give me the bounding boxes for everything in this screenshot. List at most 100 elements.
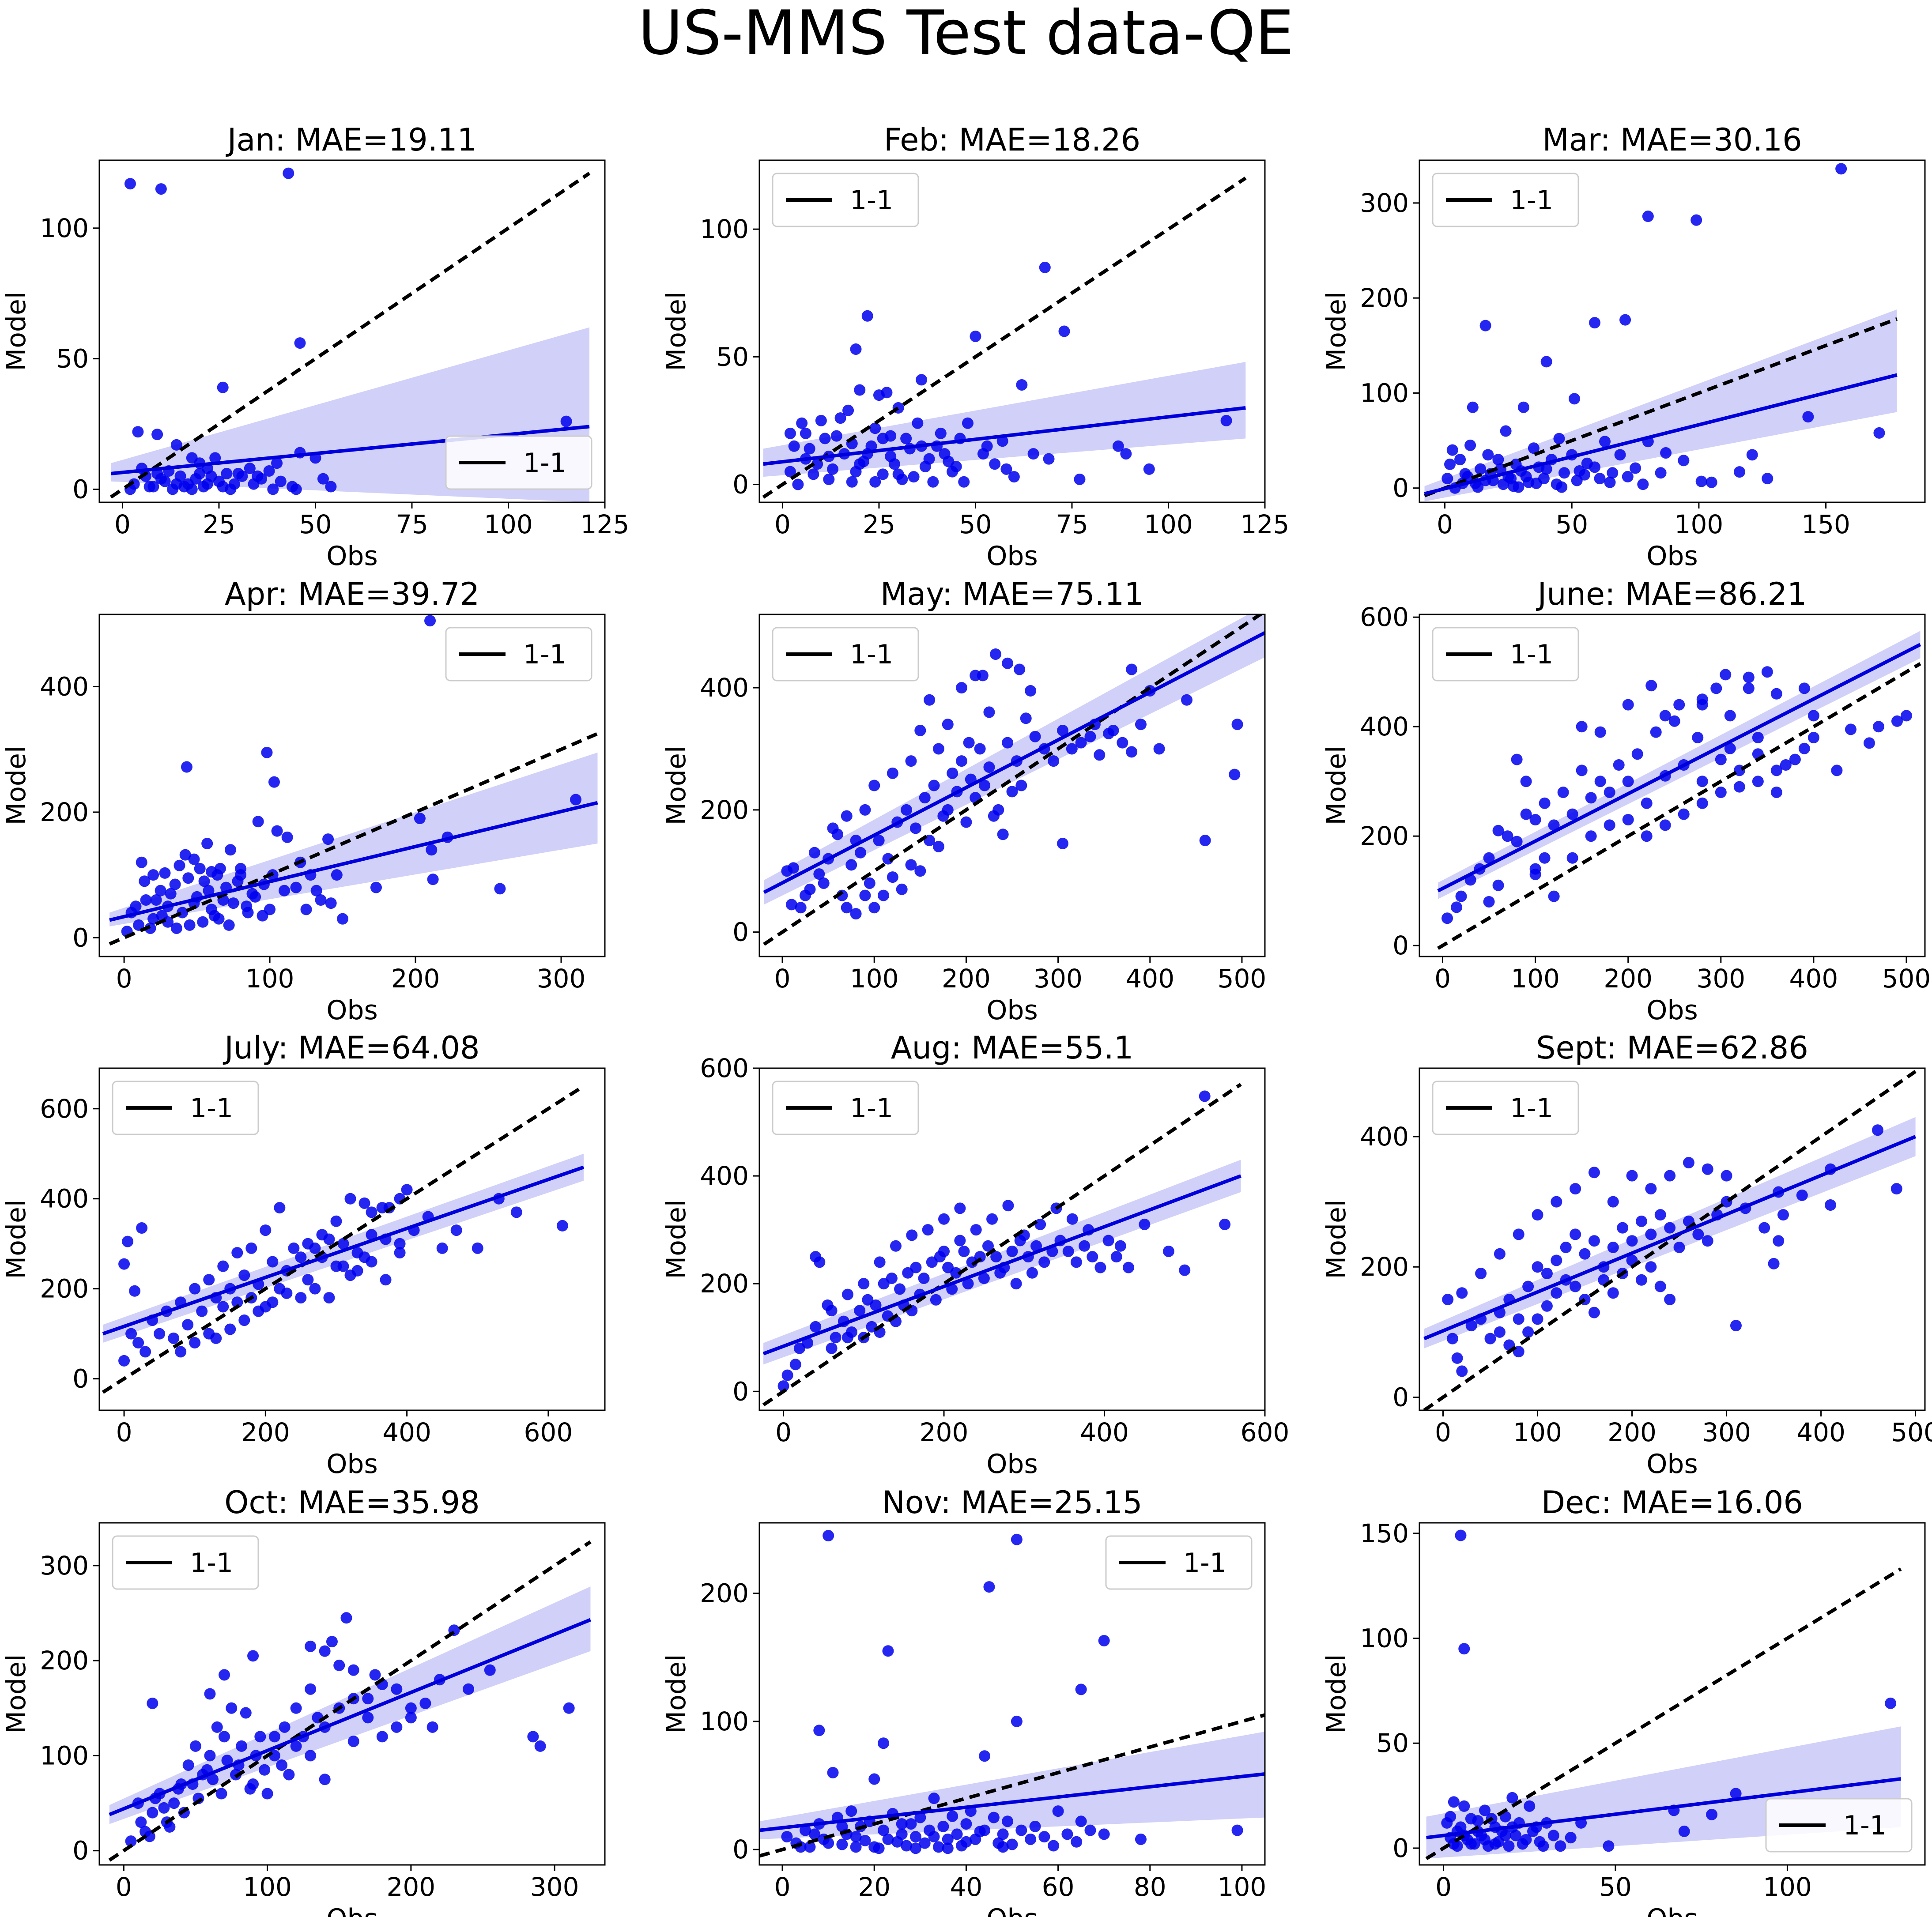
- x-axis-label: Obs: [1646, 541, 1698, 572]
- legend: 1-1: [445, 435, 592, 490]
- y-tick-label: 400: [700, 673, 749, 703]
- confidence-band: [763, 362, 1246, 477]
- x-axis-label: Obs: [326, 1449, 378, 1480]
- subplot-title: July: MAE=64.08: [223, 1030, 479, 1066]
- y-tick-label: 100: [1360, 1623, 1409, 1653]
- data-point: [1112, 440, 1124, 452]
- data-point: [997, 1841, 1009, 1853]
- data-point: [184, 919, 196, 931]
- data-point: [870, 1299, 882, 1311]
- data-point: [325, 897, 337, 909]
- data-point: [823, 1837, 834, 1849]
- data-point: [1558, 467, 1570, 479]
- data-point: [283, 1769, 295, 1781]
- data-point: [1617, 1222, 1629, 1234]
- data-point: [1479, 1834, 1491, 1845]
- data-point: [1446, 1333, 1458, 1345]
- axes-frame: [758, 614, 1266, 957]
- data-point: [1011, 1715, 1023, 1727]
- data-point: [261, 746, 273, 758]
- data-point: [1229, 768, 1241, 780]
- data-point: [1831, 765, 1843, 776]
- data-point: [271, 457, 283, 469]
- data-point: [979, 1824, 991, 1836]
- data-point: [934, 1251, 946, 1263]
- data-point: [888, 458, 900, 470]
- data-point: [981, 440, 993, 452]
- data-point: [1574, 465, 1585, 477]
- x-tick-label: 25: [863, 509, 895, 539]
- x-tick-label: 100: [243, 1872, 292, 1902]
- data-point: [1770, 787, 1782, 798]
- data-point: [792, 478, 804, 490]
- data-point: [155, 183, 167, 195]
- data-point: [800, 427, 811, 439]
- data-point: [132, 1337, 144, 1349]
- data-point: [527, 1731, 539, 1743]
- y-tick-label: 0: [1392, 1382, 1409, 1412]
- legend-label: 1-1: [850, 185, 893, 216]
- data-point: [908, 471, 920, 483]
- data-point: [247, 1650, 259, 1662]
- y-tick-label: 400: [1360, 1122, 1409, 1152]
- data-point: [1604, 787, 1615, 798]
- data-point: [1645, 680, 1657, 692]
- data-point: [942, 1842, 954, 1854]
- data-point: [391, 1683, 403, 1695]
- axes-frame: [1419, 159, 1926, 503]
- data-point: [1551, 1196, 1562, 1208]
- data-point: [878, 1824, 890, 1836]
- y-tick-label: 100: [700, 214, 749, 244]
- legend: 1-1: [1432, 173, 1579, 227]
- axes-frame: [98, 1067, 606, 1411]
- data-point: [982, 1240, 994, 1252]
- data-point: [1528, 442, 1540, 454]
- data-point: [990, 648, 1002, 660]
- data-point: [845, 859, 857, 871]
- data-point: [218, 1669, 230, 1681]
- data-point: [305, 1640, 317, 1652]
- data-point: [978, 1272, 990, 1284]
- data-point: [1015, 1824, 1027, 1836]
- data-point: [1472, 1815, 1484, 1827]
- data-point: [274, 1202, 286, 1214]
- chart-panel: 0 100 200 300 0 200 400 Apr: MAE=39.72 Obs Model 1…: [1, 576, 606, 1026]
- data-point: [1614, 449, 1626, 461]
- data-point: [784, 427, 796, 439]
- data-point: [932, 743, 944, 755]
- data-point: [868, 902, 880, 914]
- data-point: [1807, 732, 1819, 743]
- data-point: [781, 1369, 793, 1381]
- legend-label: 1-1: [523, 448, 566, 478]
- data-point: [1673, 699, 1685, 711]
- data-point: [426, 1721, 438, 1733]
- data-point: [997, 829, 1009, 840]
- chart-panel: 0 50 100 0 50 100 150 Dec: MAE=16.06 Obs Model 1-1: [1321, 1484, 1926, 1917]
- data-point: [140, 1346, 151, 1358]
- data-point: [294, 337, 306, 349]
- data-point: [1231, 1824, 1243, 1836]
- chart-panel: 0 100 200 300 400 500 0 200 400 600 June: MAE=86.2…: [1321, 576, 1931, 1026]
- y-tick-label: 200: [700, 1578, 749, 1608]
- data-point: [198, 875, 210, 887]
- data-point: [841, 1288, 853, 1300]
- data-point: [1030, 1240, 1042, 1252]
- data-point: [331, 869, 343, 881]
- data-point: [1655, 467, 1667, 479]
- data-point: [556, 1220, 568, 1232]
- legend-box: [772, 173, 919, 227]
- data-point: [951, 1828, 963, 1840]
- data-point: [224, 1323, 236, 1335]
- data-point: [885, 430, 897, 442]
- identity-line: [1437, 662, 1921, 950]
- x-tick-label: 25: [203, 509, 235, 539]
- data-point: [1541, 1300, 1553, 1312]
- data-point: [1061, 1828, 1073, 1840]
- data-point: [140, 894, 152, 906]
- confidence-band: [1424, 309, 1897, 501]
- data-point: [1761, 666, 1773, 678]
- data-point: [132, 426, 144, 438]
- data-point: [983, 761, 995, 773]
- data-point: [1456, 1287, 1468, 1299]
- data-point: [1710, 682, 1722, 694]
